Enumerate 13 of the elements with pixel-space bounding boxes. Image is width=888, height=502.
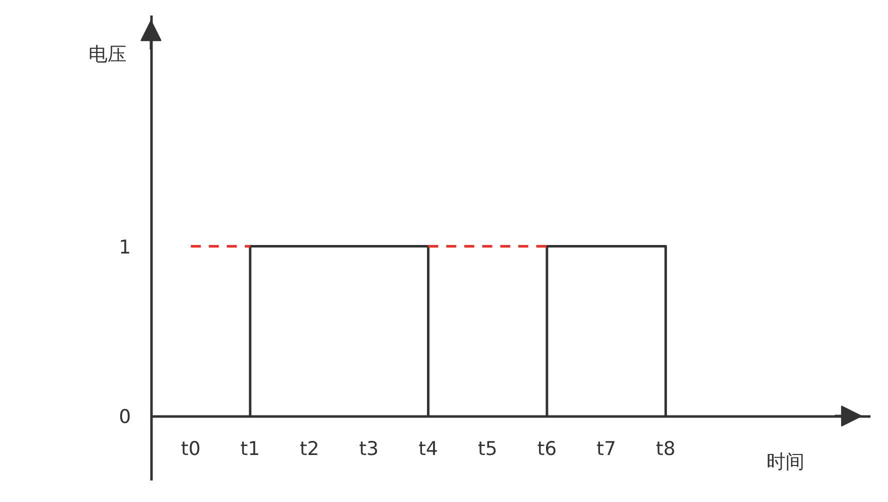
x-tick-label: t4 [418,438,438,460]
x-tick-label: t0 [181,438,201,460]
x-tick-label: t8 [656,438,676,460]
x-tick-label: t1 [240,438,260,460]
x-tick-label: t6 [537,438,557,460]
y-axis-title: 电压 [88,44,127,66]
x-tick-label: t7 [596,438,616,460]
x-tick-label: t5 [478,438,498,460]
x-tick-label: t3 [359,438,379,460]
y-tick-label: 1 [118,236,132,258]
y-tick-label: 0 [118,406,132,428]
x-tick-label: t2 [300,438,320,460]
x-axis-title: 时间 [766,450,805,473]
